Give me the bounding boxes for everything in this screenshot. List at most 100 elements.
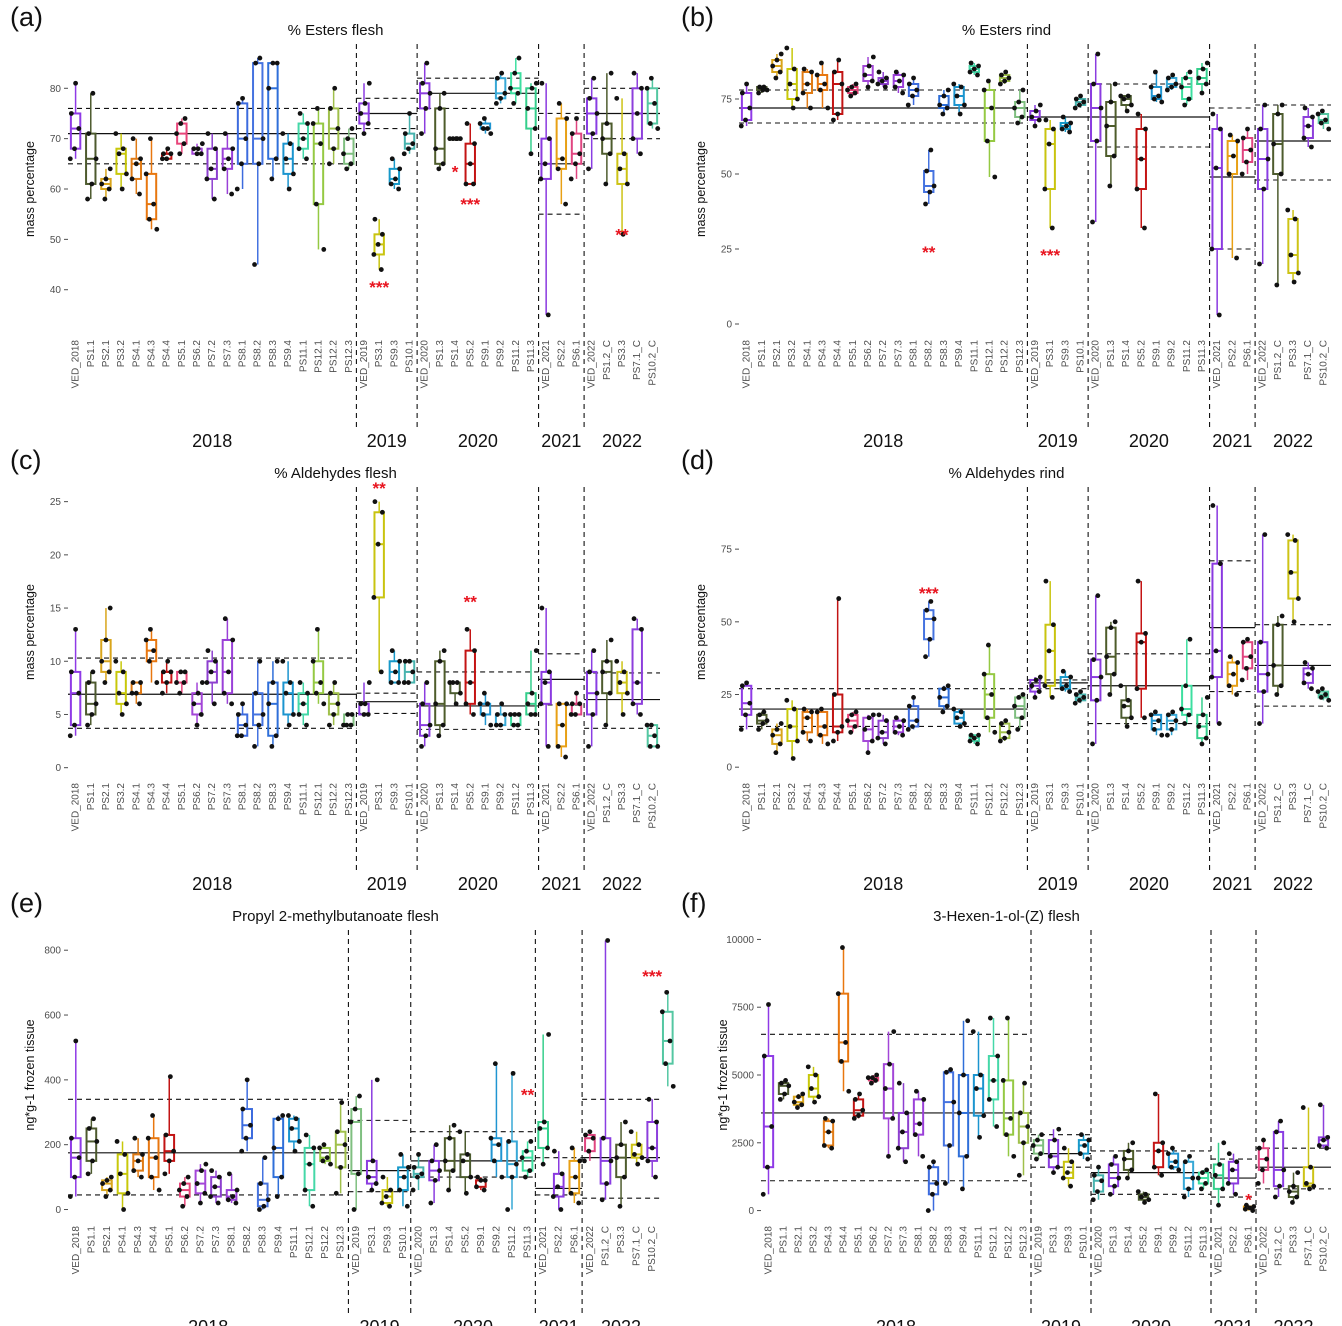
data-point <box>1112 619 1118 625</box>
data-point <box>600 1135 606 1141</box>
data-point <box>1029 683 1035 689</box>
data-point <box>604 1181 609 1186</box>
chart-panel-c: (c) % Aldehydes flesh 0 5 10 15 20 25 mass per… <box>0 443 671 894</box>
data-point <box>840 945 845 950</box>
data-point <box>468 1174 474 1180</box>
x-tick-label: PS10.1 <box>405 340 416 373</box>
x-tick-label: PS4.3 <box>817 783 828 811</box>
data-point <box>866 715 872 721</box>
x-tick-label: PS9.4 <box>959 1226 970 1254</box>
data-point <box>1204 1167 1210 1173</box>
data-point <box>181 141 187 147</box>
data-point <box>1006 729 1012 735</box>
x-tick-label: VED_2021 <box>1212 783 1223 832</box>
box <box>1014 696 1026 719</box>
data-point <box>143 171 149 177</box>
data-point <box>511 100 517 106</box>
data-point <box>275 1116 281 1122</box>
data-point <box>559 156 565 162</box>
data-point <box>499 701 505 707</box>
data-point <box>981 671 987 677</box>
x-tick-label: VED_2019 <box>359 340 370 389</box>
data-point <box>900 732 906 738</box>
data-point <box>1061 1145 1067 1151</box>
data-point <box>269 743 275 749</box>
data-point <box>310 1203 316 1209</box>
data-point <box>121 1207 127 1212</box>
y-axis-label: mass percentage <box>23 584 37 680</box>
data-point <box>427 90 433 96</box>
x-tick-label: PS9.3 <box>382 1226 393 1254</box>
data-point <box>1107 183 1113 189</box>
data-point <box>1029 114 1035 120</box>
x-tick-label: PS5.1 <box>848 340 859 368</box>
data-point <box>607 151 613 157</box>
data-point <box>958 709 964 715</box>
data-point <box>961 1072 966 1078</box>
y-axis-label: mass percentage <box>694 141 708 237</box>
data-point <box>999 721 1004 726</box>
data-point <box>1091 81 1096 87</box>
data-point <box>153 1155 159 1161</box>
data-point <box>1179 706 1184 712</box>
data-point <box>809 709 814 715</box>
x-tick-label: PS12.3 <box>336 1226 347 1259</box>
data-point <box>286 186 292 192</box>
x-tick-label: PS12.3 <box>1015 783 1026 816</box>
data-point <box>882 741 888 747</box>
data-point <box>496 1142 502 1148</box>
box <box>537 1121 549 1149</box>
data-point <box>492 1061 498 1067</box>
data-point <box>545 743 551 749</box>
data-point <box>1012 703 1017 709</box>
data-point <box>624 181 630 187</box>
x-tick-label: PS4.3 <box>146 783 157 811</box>
data-point <box>338 1164 344 1170</box>
data-point <box>437 106 443 111</box>
data-point <box>107 605 113 611</box>
box <box>1302 116 1314 139</box>
data-point <box>621 151 627 157</box>
data-point <box>177 690 183 696</box>
x-tick-label: PS11.3 <box>1197 340 1208 372</box>
x-tick-label: PS1.2_C <box>1273 783 1284 823</box>
x-tick-label: PS7.3 <box>211 1226 222 1254</box>
data-point <box>1226 171 1232 177</box>
data-point <box>654 1119 659 1125</box>
data-point <box>928 599 934 604</box>
data-point <box>1098 105 1104 111</box>
data-point <box>1304 1181 1309 1186</box>
data-point <box>743 712 748 718</box>
data-point <box>1043 578 1049 584</box>
data-point <box>995 1053 1001 1059</box>
data-point <box>310 121 316 126</box>
data-point <box>608 70 614 76</box>
y-tick-label: 10 <box>50 657 62 668</box>
data-point <box>1130 1140 1136 1146</box>
data-point <box>212 1184 218 1190</box>
chart-title: % Aldehydes rind <box>948 465 1065 482</box>
data-point <box>1038 1151 1043 1157</box>
x-tick-label: PS9.3 <box>389 340 400 368</box>
data-point <box>853 709 859 715</box>
x-tick-label: PS8.1 <box>238 783 249 811</box>
data-point <box>956 1110 962 1116</box>
data-point <box>1164 732 1170 738</box>
data-point <box>623 1119 628 1125</box>
data-point <box>266 85 272 91</box>
year-label: 2018 <box>192 431 232 451</box>
data-point <box>313 201 319 207</box>
data-point <box>226 156 231 162</box>
data-point <box>174 680 179 685</box>
data-point <box>174 131 179 137</box>
significance-star: ** <box>615 225 629 244</box>
data-point <box>235 712 241 717</box>
data-point <box>906 703 912 709</box>
data-point <box>1181 1194 1187 1200</box>
x-tick-label: VED_2022 <box>587 340 598 389</box>
x-tick-label: PS1.1 <box>86 1226 97 1254</box>
data-point <box>1258 126 1263 132</box>
data-point <box>644 85 650 91</box>
data-point <box>401 1174 407 1180</box>
